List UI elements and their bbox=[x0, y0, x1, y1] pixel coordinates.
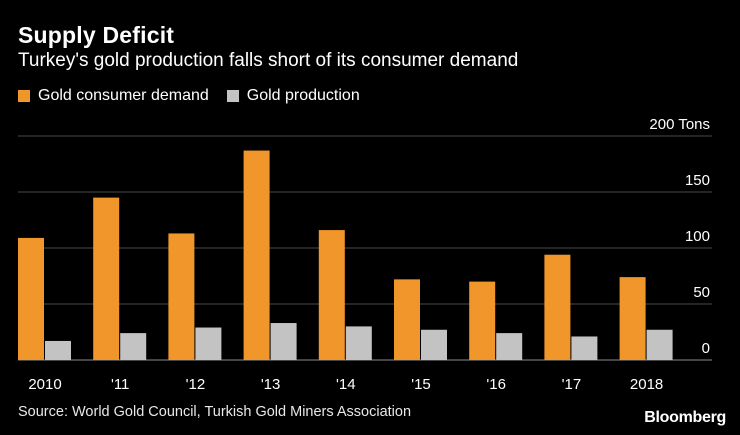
production-bar-0 bbox=[45, 340, 71, 360]
demand-bar-4 bbox=[318, 230, 345, 360]
bloomberg-logo: Bloomberg bbox=[644, 409, 726, 426]
y-tick-label-150: 150 bbox=[685, 172, 710, 189]
x-tick-label-8: 2018 bbox=[630, 376, 663, 393]
production-bar-7 bbox=[571, 336, 598, 360]
x-tick-label-5: '15 bbox=[411, 376, 431, 393]
x-tick-label-7: '17 bbox=[562, 376, 582, 393]
demand-bar-6 bbox=[469, 281, 496, 360]
production-bar-3 bbox=[270, 323, 297, 360]
source-note: Source: World Gold Council, Turkish Gold… bbox=[18, 404, 412, 420]
legend-label-demand: Gold consumer demand bbox=[38, 87, 209, 104]
demand-bar-2 bbox=[168, 233, 195, 360]
y-tick-label-200: 200 Tons bbox=[649, 116, 710, 133]
production-bar-2 bbox=[195, 327, 222, 360]
demand-bar-7 bbox=[544, 254, 571, 360]
demand-bar-3 bbox=[243, 150, 270, 360]
demand-bar-8 bbox=[619, 277, 646, 360]
production-bar-6 bbox=[496, 333, 523, 360]
production-bar-8 bbox=[646, 329, 673, 360]
production-bar-4 bbox=[345, 326, 372, 360]
legend-item-production: Gold production bbox=[226, 87, 360, 105]
production-bar-5 bbox=[421, 329, 447, 360]
chart-title: Supply Deficit bbox=[18, 22, 175, 48]
x-tick-label-2: '12 bbox=[186, 376, 206, 393]
legend: Gold consumer demand Gold production bbox=[18, 87, 378, 105]
x-tick-label-4: '14 bbox=[336, 376, 356, 393]
x-tick-label-3: '13 bbox=[261, 376, 281, 393]
x-tick-label-0: 2010 bbox=[28, 376, 61, 393]
legend-item-demand: Gold consumer demand bbox=[18, 87, 209, 105]
production-bar-1 bbox=[120, 333, 147, 360]
y-tick-label-100: 100 bbox=[685, 228, 710, 245]
x-tick-label-6: '16 bbox=[486, 376, 506, 393]
legend-swatch-production bbox=[226, 90, 239, 102]
y-tick-label-0: 0 bbox=[702, 340, 710, 357]
demand-bar-0 bbox=[18, 237, 44, 360]
x-tick-label-1: '11 bbox=[111, 376, 129, 393]
chart-subtitle: Turkey's gold production falls short of … bbox=[18, 50, 519, 71]
y-tick-label-50: 50 bbox=[693, 284, 710, 301]
demand-bar-5 bbox=[394, 279, 420, 360]
legend-label-production: Gold production bbox=[246, 87, 360, 104]
legend-swatch-demand bbox=[18, 90, 30, 102]
demand-bar-1 bbox=[93, 197, 120, 360]
